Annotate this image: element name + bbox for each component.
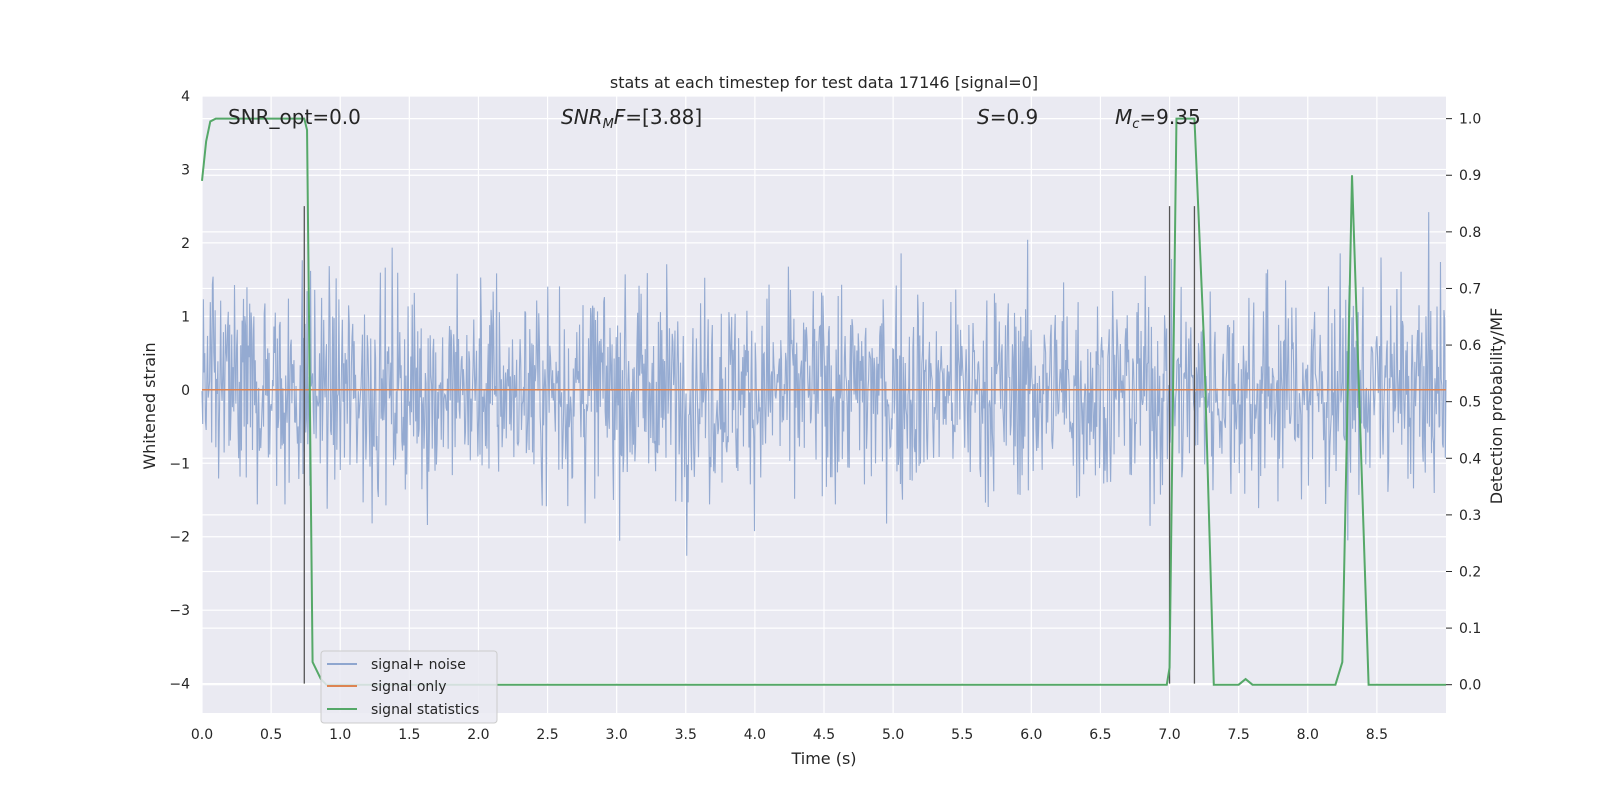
y-ticks-right: 1.0 0.9 0.8 0.7 0.6 0.5 0.4 0.3 0.2 0.1 0.0 xyxy=(1446,112,1481,694)
snr-mf-value: =[3.88] xyxy=(625,105,702,129)
annotations: SNR_opt=0.0 SNRMF=[3.88] S=0.9 Mc=9.35 xyxy=(228,105,1201,132)
legend-box xyxy=(320,650,498,724)
legend-label-signal-only: signal only xyxy=(371,679,446,695)
x-tick-label: 4.5 xyxy=(813,727,835,743)
s-value: =0.9 xyxy=(990,105,1039,129)
grid xyxy=(201,95,1446,713)
y-tick-label-right: 0.9 xyxy=(1459,168,1481,184)
annotation-mc: Mc=9.35 xyxy=(1115,105,1201,132)
x-tick-label: 3.5 xyxy=(675,727,697,743)
y-tick-label: −1 xyxy=(169,456,190,472)
series-line-signal-noise xyxy=(201,212,1447,556)
y-tick-label: 2 xyxy=(181,236,190,252)
x-tick-label: 4.0 xyxy=(744,727,766,743)
x-tick-label: 7.0 xyxy=(1158,727,1180,743)
snr-mf-suffix: F xyxy=(614,105,626,129)
x-tick-label: 3.0 xyxy=(606,727,628,743)
x-tick-label: 5.0 xyxy=(882,727,904,743)
y-axis-label-right: Detection probability/MF xyxy=(1487,308,1506,505)
x-ticks: 0.0 0.5 1.0 1.5 2.0 2.5 3.0 3.5 4.0 4.5 5.0 5.5 6.0 6… xyxy=(191,727,1388,743)
y-ticks-left: 4 3 2 1 0 −1 −2 −3 −4 xyxy=(169,89,190,693)
y-tick-label-right: 0.0 xyxy=(1459,678,1481,694)
chart-title: stats at each timestep for test data 171… xyxy=(610,73,1038,92)
y-tick-label: 3 xyxy=(181,162,190,178)
y-tick-label: 1 xyxy=(181,309,190,325)
annotation-snr-mf: SNRMF=[3.88] xyxy=(561,105,702,132)
y-tick-label-right: 1.0 xyxy=(1459,112,1481,128)
snr-mf-subscript: M xyxy=(603,117,614,132)
y-tick-label-right: 0.1 xyxy=(1459,621,1481,637)
signal-noise-series xyxy=(201,212,1447,556)
x-tick-label: 8.5 xyxy=(1366,727,1388,743)
y-tick-label-right: 0.7 xyxy=(1459,281,1481,297)
x-tick-label: 6.5 xyxy=(1089,727,1111,743)
x-tick-label: 6.0 xyxy=(1020,727,1042,743)
x-tick-label: 8.0 xyxy=(1297,727,1319,743)
y-tick-label-right: 0.4 xyxy=(1459,451,1481,467)
y-tick-label-right: 0.2 xyxy=(1459,564,1481,580)
y-tick-label-right: 0.5 xyxy=(1459,395,1481,411)
x-tick-label: 1.5 xyxy=(398,727,420,743)
y-tick-label-right: 0.8 xyxy=(1459,225,1481,241)
x-tick-label: 0.5 xyxy=(260,727,282,743)
mc-value: =9.35 xyxy=(1139,105,1200,129)
x-tick-label: 1.0 xyxy=(329,727,351,743)
x-tick-label: 0.0 xyxy=(191,727,213,743)
x-tick-label: 2.0 xyxy=(467,727,489,743)
x-tick-label: 7.5 xyxy=(1228,727,1250,743)
series-line-signal-statistics xyxy=(201,117,1446,686)
mc-symbol: M xyxy=(1115,105,1132,129)
x-tick-label: 5.5 xyxy=(951,727,973,743)
annotation-snr-opt: SNR_opt=0.0 xyxy=(228,105,361,129)
legend-label-signal-statistics: signal statistics xyxy=(371,702,479,718)
y-tick-label: 0 xyxy=(181,383,190,399)
y-tick-label-right: 0.6 xyxy=(1459,338,1481,354)
s-symbol: S xyxy=(977,105,990,129)
y-tick-label: −2 xyxy=(169,530,190,546)
legend-label-signal-noise: signal+ noise xyxy=(371,657,466,673)
y-axis-label: Whitened strain xyxy=(140,342,159,469)
x-tick-label: 2.5 xyxy=(536,727,558,743)
x-axis-label: Time (s) xyxy=(790,749,856,768)
snr-mf-symbol: SNR xyxy=(561,105,603,129)
y-tick-label-right: 0.3 xyxy=(1459,508,1481,524)
annotation-s: S=0.9 xyxy=(977,105,1038,129)
y-tick-label: −4 xyxy=(169,677,190,693)
signal-statistics-series xyxy=(201,117,1446,686)
mc-subscript: c xyxy=(1132,117,1139,132)
legend: signal+ noise signal only signal statist… xyxy=(320,650,498,724)
y-tick-label: 4 xyxy=(181,89,190,105)
y-tick-label: −3 xyxy=(169,603,190,619)
